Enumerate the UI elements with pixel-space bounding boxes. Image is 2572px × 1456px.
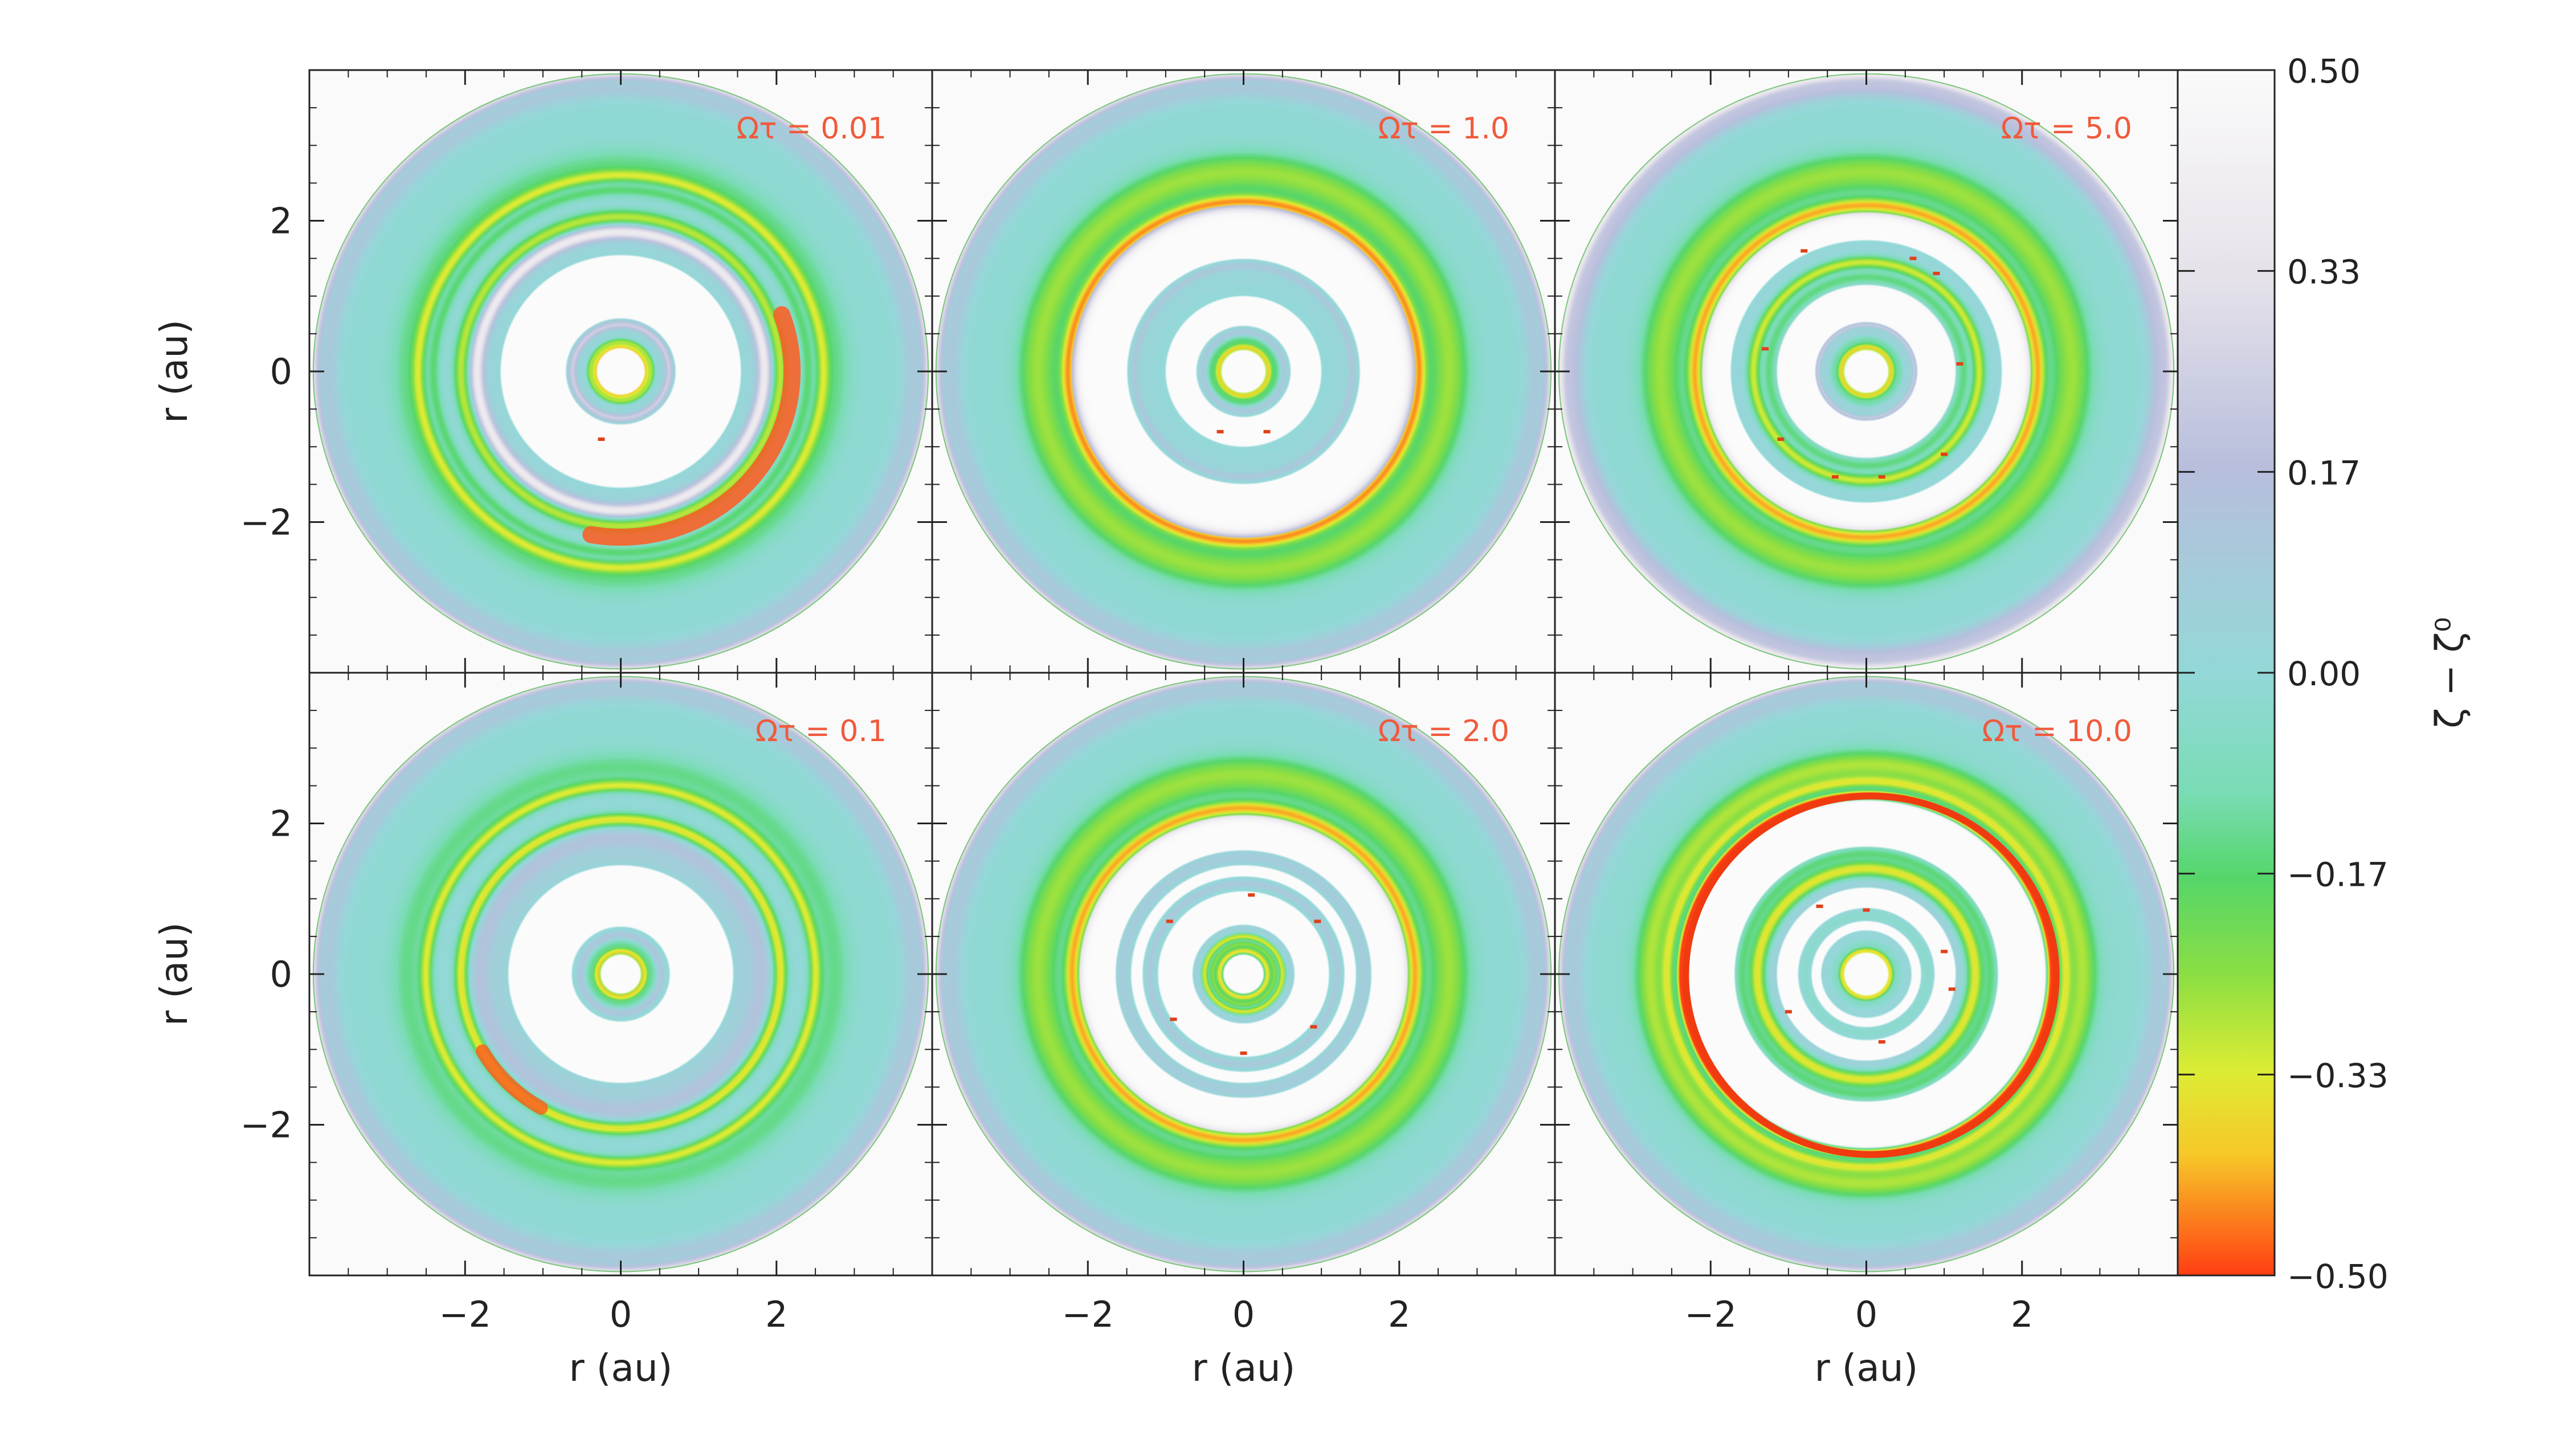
debris-mark <box>1831 475 1839 479</box>
debris-mark <box>1816 904 1823 908</box>
vortex-crescent <box>582 306 801 546</box>
x-tick-label: 2 <box>1388 1294 1410 1335</box>
debris-mark <box>1240 1051 1247 1055</box>
debris-mark <box>1170 1017 1177 1021</box>
debris-mark <box>1310 1025 1317 1029</box>
panel-label: Ωτ = 0.1 <box>756 714 887 749</box>
colorbar-tick-label: −0.50 <box>2287 1257 2389 1296</box>
debris-mark <box>1941 950 1948 954</box>
debris-mark <box>1941 452 1948 456</box>
colorbar-tick-label: 0.00 <box>2287 655 2361 693</box>
y-tick-label: 0 <box>270 954 292 995</box>
eccentric-ring <box>1682 792 2060 1158</box>
panel: Ωτ = 0.1 <box>308 672 933 1277</box>
x-tick-label: 2 <box>765 1294 787 1335</box>
x-axis-label: r (au) <box>1192 1346 1296 1390</box>
debris-mark <box>1761 347 1769 351</box>
colorbar-tick-label: 0.33 <box>2287 253 2361 292</box>
debris-mark <box>1801 249 1808 253</box>
y-axis-label: r (au) <box>152 320 196 423</box>
disc-heatmap <box>313 676 929 1272</box>
colorbar-label: ζ − ζ⁰ <box>2428 617 2472 729</box>
vortex-crescent <box>475 1044 548 1115</box>
debris-mark <box>1878 1040 1885 1044</box>
panel-label: Ωτ = 5.0 <box>2001 112 2132 146</box>
debris-mark <box>1956 362 1963 366</box>
x-axis-label: r (au) <box>1815 1346 1918 1390</box>
disc-heatmap <box>1558 73 2174 669</box>
y-tick-label: −2 <box>240 502 292 543</box>
axes-labels: −2 0 2 r (au) −2 0 2 r (au) −2 0 2 r (au) 2 0 −2 r (au)… <box>152 201 2033 1390</box>
debris-mark <box>1863 908 1870 912</box>
panel-label: Ωτ = 10.0 <box>1982 714 2132 749</box>
panel-grid: Ωτ = 0.01 Ωτ = 1.0 Ωτ = 5.0 Ωτ = 0.1 Ωτ = 2.… <box>308 69 2179 1277</box>
debris-mark <box>598 437 605 441</box>
debris-mark <box>1878 475 1885 479</box>
debris-mark <box>1166 919 1173 923</box>
x-tick-label: −2 <box>1062 1294 1114 1335</box>
debris-mark <box>1948 987 1955 991</box>
y-axis-label: r (au) <box>152 922 196 1026</box>
colorbar-tick-label: −0.33 <box>2287 1056 2389 1095</box>
panel: Ωτ = 10.0 <box>1554 672 2179 1277</box>
y-tick-label: 2 <box>270 803 292 845</box>
debris-mark <box>1248 893 1255 897</box>
x-tick-label: −2 <box>439 1294 491 1335</box>
debris-mark <box>1216 430 1224 433</box>
disc-heatmap <box>313 73 929 669</box>
debris-mark <box>1909 256 1917 260</box>
disc-heatmap <box>1558 676 2174 1272</box>
colorbar-tick-label: −0.17 <box>2287 856 2389 894</box>
panel: Ωτ = 0.01 <box>308 69 933 674</box>
debris-mark <box>1933 272 1940 276</box>
debris-mark <box>1785 1010 1792 1014</box>
panel: Ωτ = 2.0 <box>931 672 1556 1277</box>
y-tick-label: −2 <box>240 1105 292 1146</box>
y-tick-label: 0 <box>270 351 292 392</box>
colorbar-tick-label: 0.50 <box>2287 52 2361 91</box>
disc-heatmap <box>936 73 1552 669</box>
x-axis-label: r (au) <box>569 1346 673 1390</box>
debris-mark <box>1263 430 1271 433</box>
x-tick-label: 2 <box>2011 1294 2033 1335</box>
colorbar: 0.50 0.33 0.17 0.00 −0.17 −0.33 −0.50 ζ − ζ⁰ <box>2177 52 2472 1296</box>
debris-mark <box>1777 437 1785 441</box>
x-tick-label: 0 <box>610 1294 632 1335</box>
x-tick-label: 0 <box>1855 1294 1877 1335</box>
colorbar-tick-label: 0.17 <box>2287 453 2361 492</box>
debris-mark <box>1314 919 1321 923</box>
panel: Ωτ = 1.0 <box>931 69 1556 674</box>
disc-heatmap <box>936 676 1552 1272</box>
x-tick-label: 0 <box>1232 1294 1255 1335</box>
x-tick-label: −2 <box>1685 1294 1737 1335</box>
panel-label: Ωτ = 0.01 <box>737 112 887 146</box>
y-tick-label: 2 <box>270 201 292 242</box>
panel: Ωτ = 5.0 <box>1554 69 2179 674</box>
panel-label: Ωτ = 1.0 <box>1378 112 1509 146</box>
panel-label: Ωτ = 2.0 <box>1378 714 1509 749</box>
